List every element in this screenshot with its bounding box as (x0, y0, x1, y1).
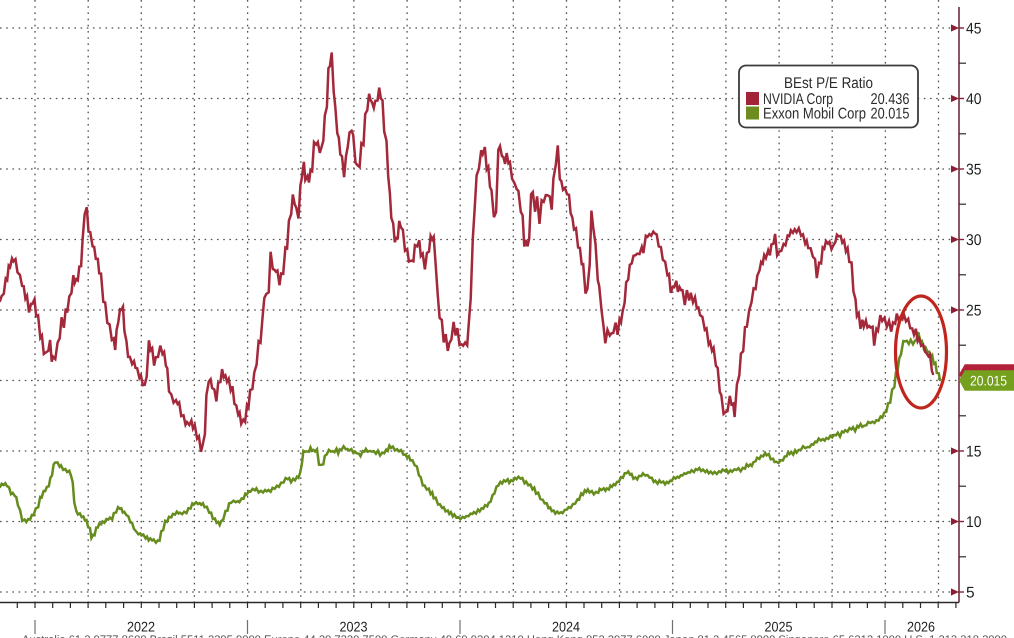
svg-text:10: 10 (966, 514, 982, 531)
svg-text:25: 25 (966, 303, 982, 320)
svg-text:20.436: 20.436 (871, 91, 910, 108)
svg-text:20.015: 20.015 (970, 373, 1007, 389)
svg-text:Exxon Mobil Corp: Exxon Mobil Corp (763, 106, 866, 123)
svg-text:5: 5 (966, 585, 975, 602)
svg-text:45: 45 (966, 21, 982, 38)
svg-text:2023: 2023 (340, 619, 368, 635)
svg-text:2022: 2022 (127, 619, 155, 635)
svg-text:2024: 2024 (552, 619, 580, 635)
svg-text:2026: 2026 (907, 619, 935, 635)
svg-text:NVIDIA Corp: NVIDIA Corp (763, 91, 833, 108)
svg-text:2025: 2025 (765, 619, 793, 635)
svg-text:40: 40 (966, 91, 982, 108)
svg-text:35: 35 (966, 162, 982, 179)
svg-text:15: 15 (966, 444, 982, 461)
svg-text:BEst P/E Ratio: BEst P/E Ratio (784, 75, 873, 92)
svg-text:20.015: 20.015 (871, 106, 910, 123)
svg-text:Australia 61 2 9777 8600 Brazi: Australia 61 2 9777 8600 Brazil 5511 239… (22, 634, 1007, 638)
svg-text:30: 30 (966, 232, 982, 249)
